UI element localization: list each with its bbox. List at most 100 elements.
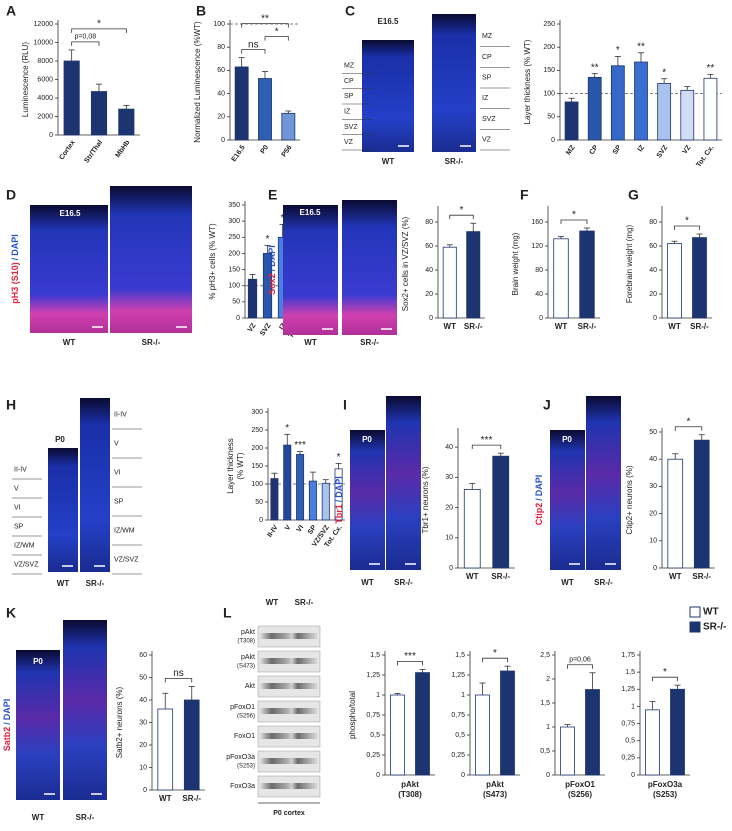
y-tick-label: 40 <box>445 444 453 451</box>
y-tick-label: 1,25 <box>451 672 465 679</box>
panel-letter: L <box>223 605 232 621</box>
x-tick-label: SP <box>612 144 623 156</box>
y-tick-label: 200 <box>228 250 240 257</box>
panel-letter: F <box>520 187 529 203</box>
layer-label: CP <box>344 78 354 85</box>
x-tick-label: Str/Thal <box>83 139 104 164</box>
x-tick-label: SR-/- <box>692 572 711 581</box>
x-tick-label: WT <box>669 572 682 581</box>
y-tick-label: 250 <box>543 21 555 28</box>
significance-label: *** <box>404 651 416 662</box>
x-tick-label: SVZ <box>656 144 670 160</box>
y-axis-label: % pH3+ cells (% WT) <box>208 223 217 300</box>
stain-part: / <box>267 268 277 271</box>
legend-swatch <box>689 621 701 633</box>
stain-part: Ctip2 <box>534 503 544 526</box>
blot-label: Akt <box>245 683 255 690</box>
bar <box>634 61 648 141</box>
x-axis-label: pFoxO3a <box>648 780 683 789</box>
blot-label: pFoxO1 <box>230 704 255 711</box>
y-tick-label: 0,25 <box>621 755 635 762</box>
y-tick-label: 0 <box>259 517 263 524</box>
y-axis-label: Normalized Luminescence (%WT) <box>193 21 202 143</box>
y-axis-label: Layer thickness (% WT) <box>523 39 532 124</box>
significance-label: * <box>97 19 101 30</box>
bar <box>283 444 292 521</box>
bar <box>234 66 249 141</box>
significance-label: *** <box>294 440 306 451</box>
bar <box>415 672 430 776</box>
stain-label: Ctip2 /DAPI <box>534 475 544 526</box>
y-tick-label: 8000 <box>37 58 53 65</box>
y-tick-label: 1 <box>546 724 550 731</box>
y-tick-label: 0,75 <box>451 712 465 719</box>
micrograph <box>586 396 621 570</box>
y-tick-label: 60 <box>649 243 657 250</box>
stain-part: / <box>334 499 344 502</box>
bar <box>657 82 672 141</box>
x-tick-label: SR-/- <box>690 322 709 331</box>
significance-label: p=0,08 <box>75 34 97 41</box>
x-tick-label: VI <box>296 524 306 533</box>
x-tick-label: SVZ <box>259 322 273 338</box>
significance-label: ns <box>173 668 184 679</box>
blot-footer: P0 cortex <box>273 810 305 817</box>
y-tick-label: 4000 <box>37 95 53 102</box>
y-tick-label: 0 <box>539 315 543 322</box>
panel-letter: C <box>345 3 355 19</box>
genotype-label: SR-/- <box>594 578 613 587</box>
y-tick-label: 0,75 <box>621 720 635 727</box>
bar <box>281 112 296 141</box>
x-tick-label: SR-/- <box>464 322 483 331</box>
y-axis-label: (% WT) <box>236 452 245 479</box>
x-axis-label: pAkt <box>486 780 504 789</box>
bar <box>442 246 457 319</box>
significance-label: * <box>493 648 497 659</box>
stain-part: Tbr1 <box>334 504 344 524</box>
legend-label: SR-/- <box>703 622 726 633</box>
y-tick-label: 0,25 <box>451 752 465 759</box>
significance-bracket <box>482 657 508 663</box>
significance-label: ns <box>248 39 259 50</box>
x-tick-label: VZ <box>247 322 258 334</box>
genotype-label: SR-/- <box>445 157 464 166</box>
y-tick-label: 2,5 <box>540 652 550 659</box>
bar <box>564 101 579 141</box>
y-tick-label: 0 <box>461 772 465 779</box>
significance-label: * <box>281 213 285 224</box>
stage-label: P0 <box>562 435 572 444</box>
layer-label: VI <box>114 469 121 476</box>
micrograph <box>550 430 585 570</box>
layer-label: IZ <box>482 95 489 102</box>
y-tick-label: 60 <box>217 67 225 74</box>
panel-letter: K <box>6 605 16 621</box>
bar <box>500 670 515 776</box>
y-axis-label: Ctip2+ neurons (%) <box>625 465 634 534</box>
significance-label: * <box>285 423 289 434</box>
layer-label: VZ <box>344 139 354 146</box>
stain-label: pH3 (S10) /DAPI <box>10 234 20 304</box>
y-tick-label: 200 <box>251 445 263 452</box>
layer-label: SVZ <box>344 124 358 131</box>
blot-label: pFoxO3a <box>226 754 255 761</box>
micrograph <box>80 398 110 572</box>
y-tick-label: 20 <box>217 114 225 121</box>
blot-band <box>260 683 318 689</box>
genotype-label: WT <box>361 578 374 587</box>
layer-label: V <box>14 485 19 492</box>
blot-band <box>260 633 318 639</box>
y-tick-label: 0 <box>49 132 53 139</box>
y-tick-label: 20 <box>649 291 657 298</box>
stain-label: Satb2 /DAPI <box>2 699 12 752</box>
y-tick-label: 80 <box>217 44 225 51</box>
x-tick-label: Tot. Cx. <box>695 144 715 169</box>
y-tick-label: 12000 <box>34 21 54 28</box>
significance-bracket <box>264 36 289 41</box>
layer-label: VZ <box>482 137 492 144</box>
y-tick-label: 50 <box>255 499 263 506</box>
layer-label: IZ/WM <box>14 542 35 549</box>
genotype-label: SR-/- <box>76 813 95 822</box>
y-tick-label: 2000 <box>37 113 53 120</box>
bar <box>692 237 707 319</box>
y-tick-label: 100 <box>228 283 240 290</box>
